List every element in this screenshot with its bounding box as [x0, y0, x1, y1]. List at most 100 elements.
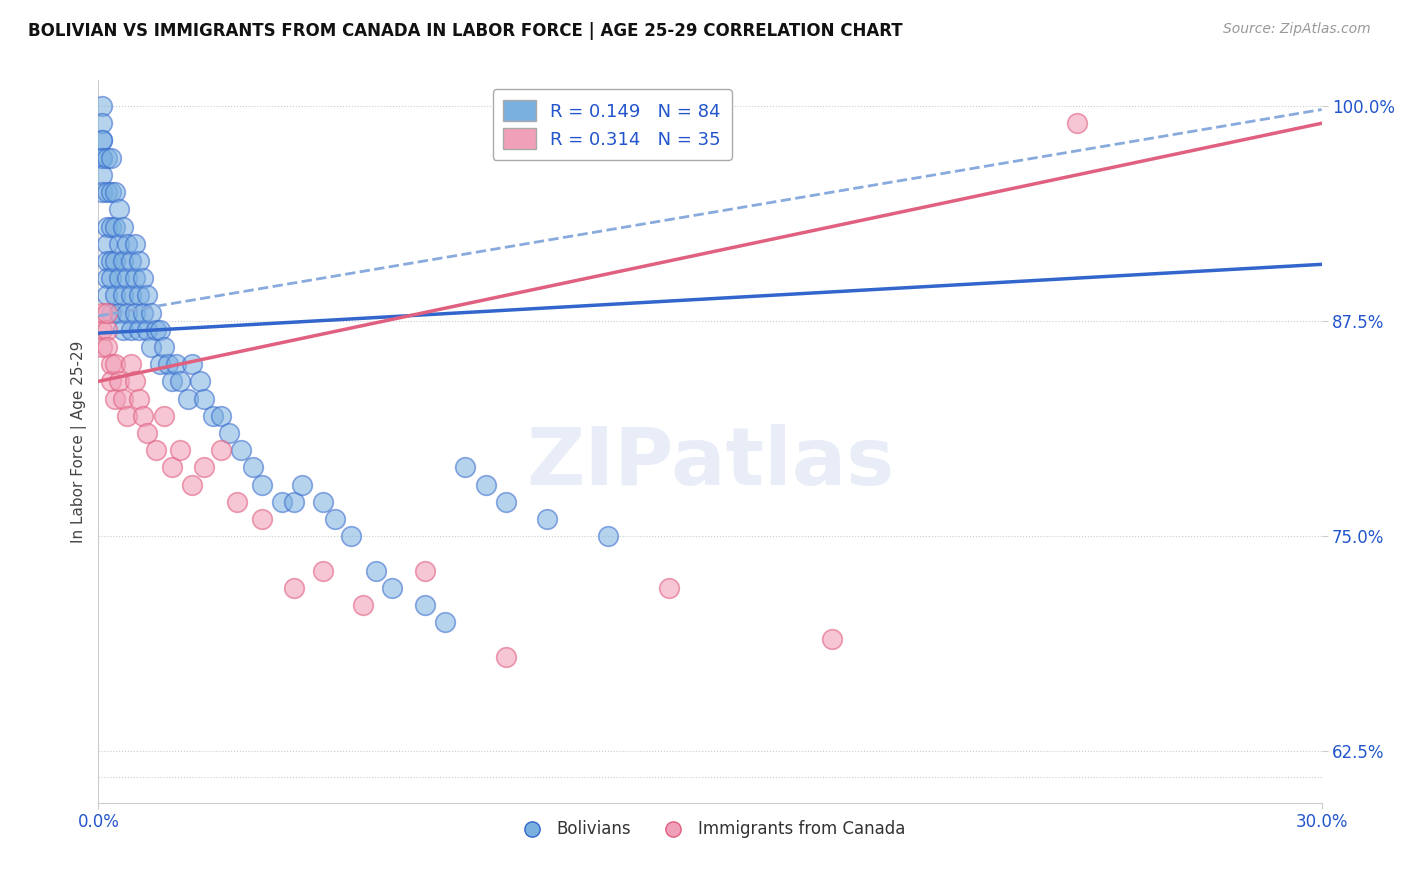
Point — [100, 219, 122, 234]
Text: Source: ZipAtlas.com: Source: ZipAtlas.com — [1223, 22, 1371, 37]
Point — [111, 323, 134, 337]
Point — [323, 512, 346, 526]
Point — [111, 219, 134, 234]
Point — [242, 460, 264, 475]
Point — [141, 305, 163, 319]
Point — [128, 392, 150, 406]
Point — [115, 236, 138, 251]
Point — [141, 340, 163, 354]
Point — [108, 305, 131, 319]
Point — [495, 494, 517, 508]
Point — [201, 409, 224, 423]
Point — [413, 564, 436, 578]
Point — [413, 598, 436, 612]
Point — [96, 253, 118, 268]
Point — [120, 253, 142, 268]
Point — [124, 305, 146, 319]
Point — [165, 357, 187, 371]
Point — [91, 133, 114, 147]
Point — [658, 581, 681, 595]
Point — [283, 581, 305, 595]
Point — [91, 116, 114, 130]
Point — [193, 460, 215, 475]
Point — [132, 271, 155, 285]
Point — [91, 340, 114, 354]
Point — [111, 392, 134, 406]
Point — [495, 649, 517, 664]
Point — [364, 564, 387, 578]
Point — [352, 598, 374, 612]
Point — [115, 271, 138, 285]
Point — [96, 271, 118, 285]
Point — [128, 288, 150, 302]
Point — [96, 323, 118, 337]
Point — [104, 392, 127, 406]
Point — [149, 357, 172, 371]
Point — [100, 305, 122, 319]
Point — [108, 271, 131, 285]
Point — [181, 477, 204, 491]
Point — [149, 323, 172, 337]
Point — [91, 168, 114, 182]
Legend: Bolivians, Immigrants from Canada: Bolivians, Immigrants from Canada — [508, 814, 912, 845]
Point — [536, 512, 558, 526]
Point — [96, 340, 118, 354]
Point — [152, 340, 174, 354]
Point — [91, 185, 114, 199]
Point — [1066, 116, 1088, 130]
Point — [115, 305, 138, 319]
Point — [283, 494, 305, 508]
Point — [128, 323, 150, 337]
Point — [169, 443, 191, 458]
Point — [108, 375, 131, 389]
Point — [100, 151, 122, 165]
Point — [96, 288, 118, 302]
Point — [169, 375, 191, 389]
Point — [100, 271, 122, 285]
Point — [340, 529, 363, 543]
Point — [209, 409, 232, 423]
Point — [193, 392, 215, 406]
Point — [91, 99, 114, 113]
Point — [132, 409, 155, 423]
Point — [181, 357, 204, 371]
Point — [291, 477, 314, 491]
Point — [177, 392, 200, 406]
Point — [100, 357, 122, 371]
Point — [821, 632, 844, 647]
Point — [454, 460, 477, 475]
Point — [132, 305, 155, 319]
Point — [115, 409, 138, 423]
Text: BOLIVIAN VS IMMIGRANTS FROM CANADA IN LABOR FORCE | AGE 25-29 CORRELATION CHART: BOLIVIAN VS IMMIGRANTS FROM CANADA IN LA… — [28, 22, 903, 40]
Point — [104, 288, 127, 302]
Point — [209, 443, 232, 458]
Point — [100, 253, 122, 268]
Point — [156, 357, 179, 371]
Point — [91, 305, 114, 319]
Y-axis label: In Labor Force | Age 25-29: In Labor Force | Age 25-29 — [72, 341, 87, 542]
Point — [160, 460, 183, 475]
Point — [104, 253, 127, 268]
Point — [111, 253, 134, 268]
Point — [96, 185, 118, 199]
Point — [250, 477, 273, 491]
Point — [96, 151, 118, 165]
Point — [136, 425, 159, 440]
Point — [120, 323, 142, 337]
Point — [136, 288, 159, 302]
Point — [91, 323, 114, 337]
Point — [104, 357, 127, 371]
Point — [104, 185, 127, 199]
Point — [124, 375, 146, 389]
Point — [120, 357, 142, 371]
Point — [598, 529, 620, 543]
Point — [145, 323, 167, 337]
Point — [474, 477, 498, 491]
Point — [100, 185, 122, 199]
Point — [152, 409, 174, 423]
Point — [96, 305, 118, 319]
Point — [91, 151, 114, 165]
Point — [104, 219, 127, 234]
Point — [270, 494, 294, 508]
Point — [250, 512, 273, 526]
